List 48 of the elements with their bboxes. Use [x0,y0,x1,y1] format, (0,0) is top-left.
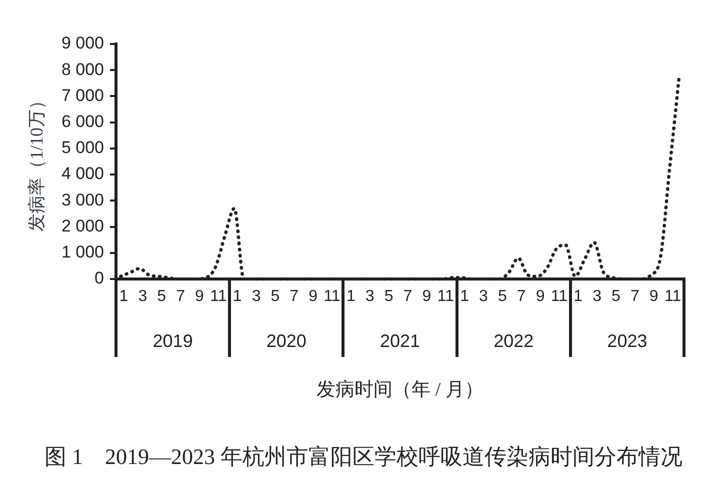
x-tick-label: 9 [195,288,204,306]
x-tick-label: 3 [138,288,148,306]
text: 2019 [152,330,193,351]
x-tick-label: 11 [210,288,227,306]
text: 2023 [607,330,648,351]
x-tick-label: 5 [612,288,621,306]
x-tick-label: 9 [308,288,318,306]
x-tick-label: 11 [437,288,454,306]
x-tick-label: 7 [516,288,526,306]
y-tick-label: 3 000 [61,190,104,210]
x-tick-label: 1 [346,288,356,306]
text: 2022 [494,330,534,351]
y-tick-label: 6 000 [61,112,104,132]
x-tick-label: 1 [232,288,242,306]
x-tick-label: 9 [649,288,658,306]
x-axis-title: 发病时间（年 / 月） [316,380,484,401]
y-tick-label: 8 000 [61,60,104,79]
x-tick-label: 3 [592,288,602,306]
y-tick-label: 2 000 [61,216,104,236]
y-tick-label: 0 [94,268,104,288]
x-tick-label: 7 [290,288,299,306]
x-tick-label: 5 [270,288,280,306]
x-tick-label: 9 [422,288,432,306]
x-tick-label: 5 [157,288,166,306]
text: 2020 [266,330,306,351]
y-axis-title: 发病率（1/10万） [26,91,47,232]
x-tick-label: 5 [384,288,394,306]
x-tick-label: 5 [498,288,507,306]
text: 图 1 2019—2023 年杭州市富阳区学校呼吸道传染病时间分布情况 [44,444,684,470]
y-tick-label: 9 000 [61,34,104,53]
x-tick-label: 3 [365,288,374,306]
x-tick-label: 11 [664,288,682,306]
y-tick-label: 1 000 [61,242,104,262]
x-tick-label: 1 [574,288,583,306]
x-tick-label: 3 [252,288,261,306]
y-tick-label: 4 000 [61,164,104,184]
x-tick-label: 9 [536,288,545,306]
x-tick-label: 7 [630,288,640,306]
x-tick-label: 3 [479,288,488,306]
x-tick-label: 11 [550,288,568,306]
x-tick-label: 11 [324,288,340,306]
text: 2021 [380,330,420,351]
y-tick-label: 5 000 [61,138,104,158]
y-tick-label: 7 000 [61,86,104,105]
x-tick-label: 7 [176,288,186,306]
x-tick-label: 1 [119,288,128,306]
x-tick-label: 1 [460,288,470,306]
x-tick-label: 7 [403,288,412,306]
